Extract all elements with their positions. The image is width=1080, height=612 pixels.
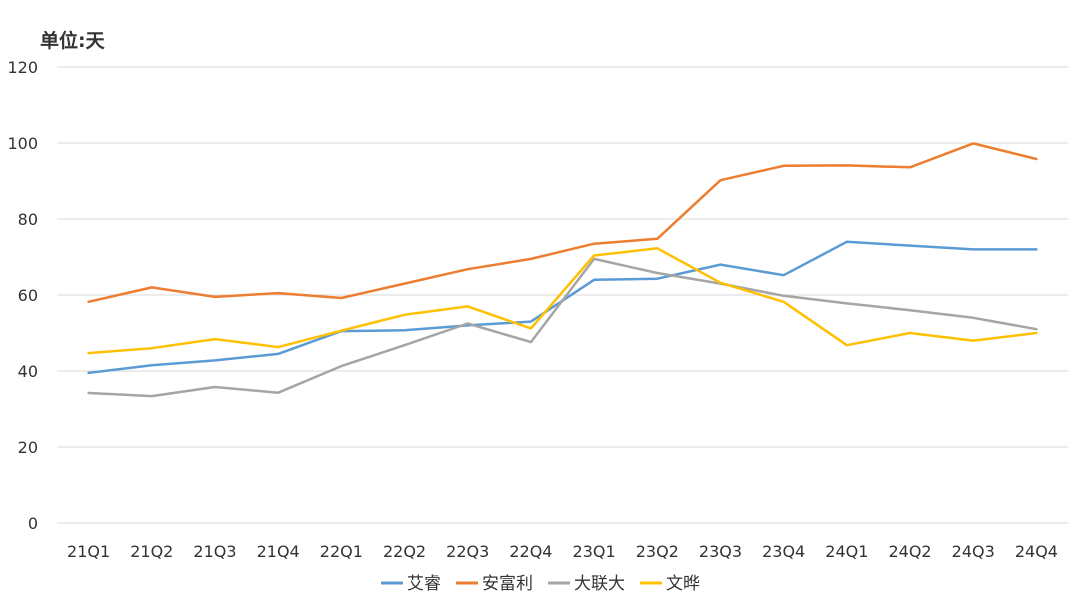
legend: 艾睿 安富利 大联大 文晔 [381,574,700,594]
y-tick-label: 40 [18,362,38,381]
x-tick-label: 21Q1 [67,542,110,561]
y-tick-label: 100 [7,134,38,153]
legend-label: 大联大 [574,574,625,594]
x-tick-label: 21Q2 [130,542,173,561]
legend-label: 文晔 [666,574,700,594]
x-tick-label: 24Q1 [825,542,868,561]
x-tick-label: 22Q3 [446,542,489,561]
y-tick-label: 20 [18,438,38,457]
series-line [87,247,1038,355]
x-tick-label: 24Q4 [1015,542,1058,561]
x-tick-label: 23Q4 [762,542,805,561]
x-tick-label: 22Q2 [383,542,426,561]
x-tick-label: 23Q3 [699,542,742,561]
x-tick-label: 21Q4 [257,542,300,561]
series-line [87,257,1038,398]
y-tick-label: 0 [28,514,38,533]
series-line [87,142,1038,304]
y-axis-tick-labels: 0 20 40 60 80 100 120 [7,58,38,533]
unit-label: 单位:天 [40,29,106,52]
x-tick-label: 22Q4 [509,542,552,561]
x-tick-label: 23Q1 [573,542,616,561]
series-lines [87,142,1038,398]
y-tick-label: 60 [18,286,38,305]
x-tick-label: 24Q2 [888,542,931,561]
gridlines [57,66,1068,524]
x-tick-label: 21Q3 [193,542,236,561]
y-tick-label: 120 [7,58,38,77]
x-tick-label: 23Q2 [636,542,679,561]
legend-label: 安富利 [482,574,533,594]
x-tick-label: 22Q1 [320,542,363,561]
x-axis-tick-labels: 21Q1 21Q2 21Q3 21Q4 22Q1 22Q2 22Q3 22Q4 23Q1 23Q2… [67,542,1058,561]
x-tick-label: 24Q3 [952,542,995,561]
y-tick-label: 80 [18,210,38,229]
legend-label: 艾睿 [407,574,441,594]
